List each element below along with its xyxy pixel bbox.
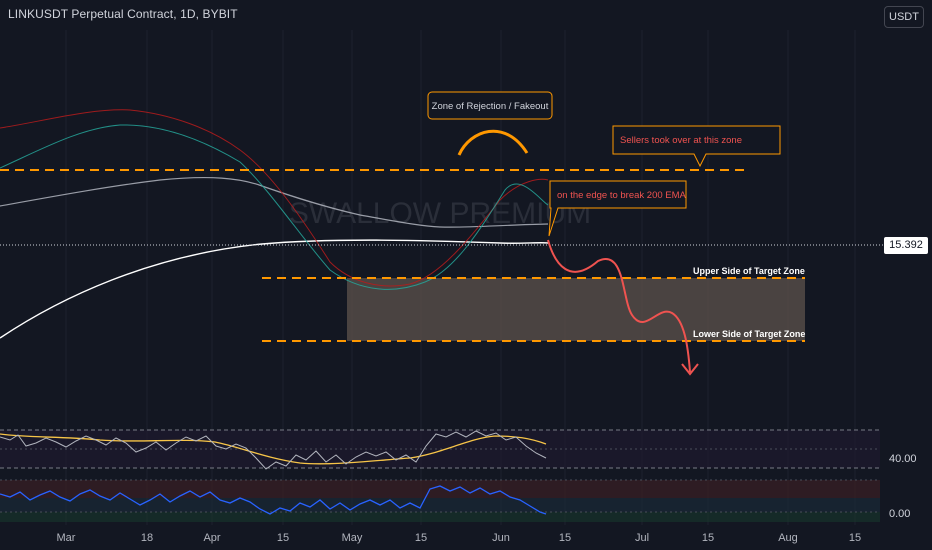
time-tick-label: 15: [277, 532, 289, 544]
rsi-line: [0, 430, 547, 470]
ema-fast-line: [0, 124, 549, 290]
callout-rejection[interactable]: Zone of Rejection / Fakeout: [427, 91, 553, 120]
time-tick-label: Jul: [635, 532, 649, 544]
ema-200-line: [0, 239, 549, 339]
rsi-signal-line: [0, 433, 547, 465]
macd-pane[interactable]: 0.00: [0, 479, 910, 522]
time-tick-label: 15: [559, 532, 571, 544]
currency-button[interactable]: USDT: [884, 6, 924, 28]
time-axis[interactable]: Mar 18 Apr 15 May 15 Jun 15 Jul 15 Aug 15: [57, 532, 862, 544]
upper-target-label: Upper Side of Target Zone: [693, 266, 805, 276]
callout-edge-text: on the edge to break 200 EMA: [557, 190, 687, 201]
macd-line: [0, 485, 547, 515]
time-tick-label: May: [342, 532, 363, 544]
projection-arrowhead: [681, 363, 699, 376]
callout-rejection-text: Zone of Rejection / Fakeout: [432, 101, 549, 112]
time-tick-label: Aug: [778, 532, 798, 544]
time-tick-label: Apr: [203, 532, 220, 544]
time-tick-label: Jun: [492, 532, 510, 544]
callout-edge[interactable]: on the edge to break 200 EMA: [548, 180, 687, 237]
ema-100-line: [0, 176, 549, 228]
ema-short-line: [0, 109, 549, 287]
time-tick-label: Mar: [57, 532, 76, 544]
last-price-tag: 15.392: [884, 237, 928, 254]
rsi-pane[interactable]: 40.00: [0, 429, 917, 470]
time-tick-label: 15: [849, 532, 861, 544]
callout-sellers[interactable]: Sellers took over at this zone: [612, 125, 781, 168]
time-tick-label: 15: [702, 532, 714, 544]
macd-axis-label: 0.00: [889, 508, 910, 520]
time-tick-label: 15: [415, 532, 427, 544]
rsi-axis-label: 40.00: [889, 453, 917, 465]
callout-sellers-text: Sellers took over at this zone: [620, 135, 742, 146]
rejection-arc: [457, 129, 529, 156]
symbol-title[interactable]: LINKUSDT Perpetual Contract, 1D, BYBIT: [8, 7, 238, 21]
watermark: SWALLOW PREMIUM: [289, 197, 591, 230]
target-zone: [347, 278, 805, 341]
time-tick-label: 18: [141, 532, 153, 544]
projection-path: [547, 239, 691, 373]
lower-target-label: Lower Side of Target Zone: [693, 329, 805, 339]
